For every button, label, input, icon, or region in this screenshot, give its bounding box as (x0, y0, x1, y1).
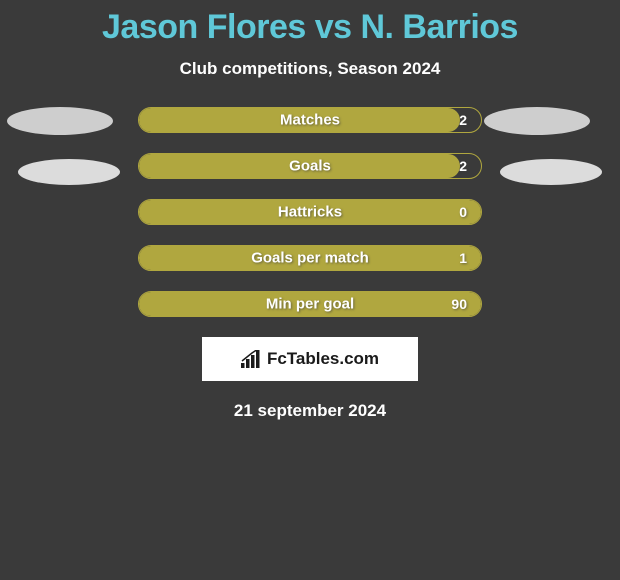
stat-value: 0 (459, 204, 467, 220)
stat-value: 2 (459, 112, 467, 128)
stat-label: Goals per match (139, 250, 481, 267)
stat-bar-min-per-goal: Min per goal 90 (138, 291, 482, 317)
stat-value: 1 (459, 250, 467, 266)
date-text: 21 september 2024 (0, 401, 620, 421)
stat-bar-goals: Goals 2 (138, 153, 482, 179)
decoration-ellipse-right-1 (484, 107, 590, 135)
decoration-ellipse-left-2 (18, 159, 120, 185)
stats-area: Matches 2 Goals 2 Hattricks 0 Goals per … (0, 107, 620, 317)
stat-bar-hattricks: Hattricks 0 (138, 199, 482, 225)
stat-label: Min per goal (139, 296, 481, 313)
logo-box: FcTables.com (202, 337, 418, 381)
stat-bar-goals-per-match: Goals per match 1 (138, 245, 482, 271)
stat-label: Hattricks (139, 204, 481, 221)
decoration-ellipse-right-2 (500, 159, 602, 185)
page-title: Jason Flores vs N. Barrios (0, 8, 620, 47)
bar-chart-icon (241, 350, 263, 368)
stat-value: 90 (451, 296, 467, 312)
logo-text: FcTables.com (267, 349, 379, 369)
stat-value: 2 (459, 158, 467, 174)
stat-label: Matches (139, 112, 481, 129)
stat-bars: Matches 2 Goals 2 Hattricks 0 Goals per … (138, 107, 482, 317)
comparison-container: Jason Flores vs N. Barrios Club competit… (0, 0, 620, 421)
stat-bar-matches: Matches 2 (138, 107, 482, 133)
subtitle: Club competitions, Season 2024 (0, 59, 620, 79)
stat-label: Goals (139, 158, 481, 175)
decoration-ellipse-left-1 (7, 107, 113, 135)
logo: FcTables.com (241, 349, 379, 369)
